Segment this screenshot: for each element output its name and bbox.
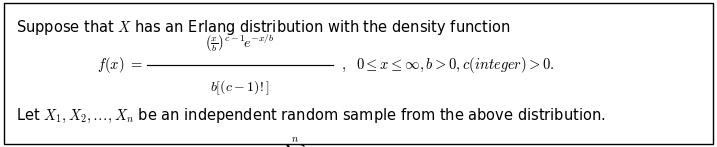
Text: $\left(\frac{x}{b}\right)^{c-1}\!e^{-x/b}$: $\left(\frac{x}{b}\right)^{c-1}\!e^{-x/b… <box>206 32 275 54</box>
Text: $f(x) \ =$: $f(x) \ =$ <box>98 55 143 75</box>
Text: $, \ \ 0 \leq x \leq \infty, b > 0, c(integer) > 0.$: $, \ \ 0 \leq x \leq \infty, b > 0, c(in… <box>341 55 554 75</box>
Text: Let $X_1, X_2,\ldots, X_n$ be an independent random sample from the above distri: Let $X_1, X_2,\ldots, X_n$ be an indepen… <box>16 107 605 125</box>
Text: What will be the distribution of  $Y \ = \ \sum_{i=1}^{n} X_i$ ?: What will be the distribution of $Y \ = … <box>16 136 334 147</box>
Text: $b[(c-1)!]$: $b[(c-1)!]$ <box>210 79 270 97</box>
Text: Suppose that $X$ has an Erlang distribution with the density function: Suppose that $X$ has an Erlang distribut… <box>16 18 511 37</box>
